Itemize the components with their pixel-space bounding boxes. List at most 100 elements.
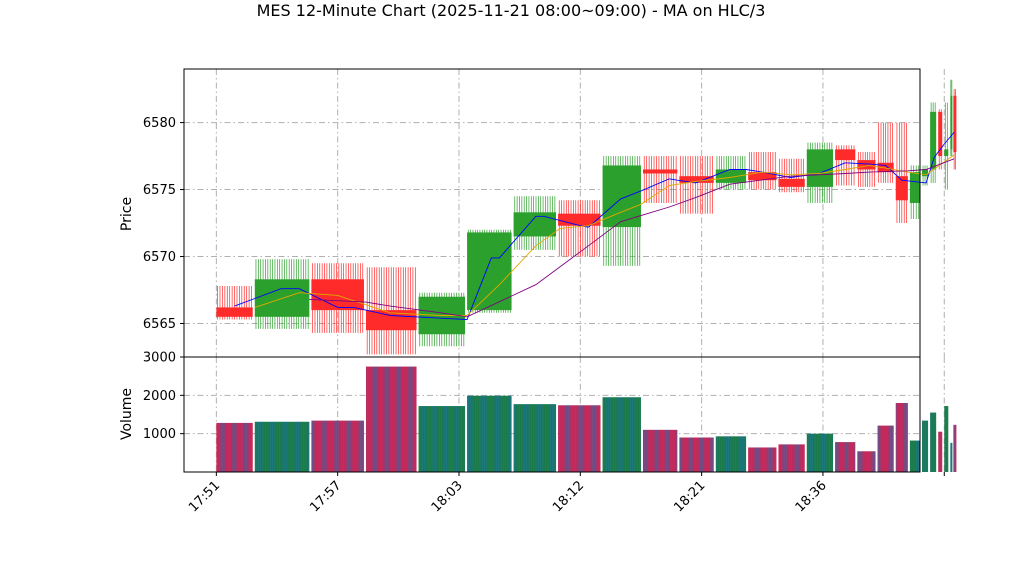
volume-bar <box>857 451 876 472</box>
x-tick-label: 17:51 <box>186 478 223 515</box>
volume-bar <box>254 421 310 472</box>
x-tick-label: 17:57 <box>307 478 344 515</box>
candle-up <box>254 259 310 329</box>
candle-body <box>953 95 957 153</box>
x-tick-label: 18:21 <box>671 478 708 515</box>
candle-down <box>365 267 417 355</box>
volume-bar-fill <box>953 424 957 472</box>
candle-body <box>558 213 601 226</box>
volume-bar-fill <box>909 440 920 472</box>
volume-y-tick-label: 2000 <box>143 389 176 404</box>
price-y-tick-label: 6565 <box>143 317 176 332</box>
price-axis-label: Price <box>119 197 135 231</box>
moving-average-line <box>254 154 955 316</box>
volume-bar <box>938 431 943 472</box>
candle-down <box>835 145 856 186</box>
volume-bar <box>679 437 714 472</box>
candle-body <box>679 176 714 183</box>
candle-down <box>216 286 253 320</box>
candle-body <box>642 169 678 174</box>
moving-average-line <box>309 158 955 318</box>
candle-down <box>938 109 943 170</box>
volume-bar <box>953 424 957 472</box>
volume-plot-frame <box>183 356 921 473</box>
price-marks <box>216 79 957 355</box>
candle-body <box>806 149 834 187</box>
moving-average-lines <box>234 131 955 320</box>
candle-up <box>909 165 920 220</box>
volume-bar <box>950 442 953 472</box>
candle-body <box>950 95 953 150</box>
volume-y-tick-label: 1000 <box>143 427 176 442</box>
candle-body <box>467 232 512 311</box>
volume-bar-fill <box>950 442 953 472</box>
candle-body <box>513 212 557 237</box>
volume-bar-fill <box>857 451 876 472</box>
volume-bar-fill <box>944 406 949 472</box>
candle-up <box>602 156 641 266</box>
volume-bar <box>513 404 557 472</box>
candle-up <box>950 79 953 157</box>
volume-bar-fill <box>748 447 777 472</box>
candle-body <box>857 160 876 170</box>
candle-body <box>748 172 777 181</box>
volume-bar-fill <box>679 437 714 472</box>
candle-up <box>944 102 949 190</box>
volume-bar-fill <box>513 404 557 472</box>
volume-bar <box>835 442 856 472</box>
candle-body <box>778 178 805 187</box>
x-axis-ticks: 17:51 17:57 18:03 18:12 18:21 18:36 <box>186 472 945 515</box>
price-y-ticks: 6565 6570 6575 6580 <box>143 116 184 332</box>
volume-bar <box>715 436 747 472</box>
price-y-tick-label: 6575 <box>143 183 176 198</box>
volume-bar-fill <box>642 429 678 472</box>
candle-body <box>938 111 943 157</box>
volume-bar <box>365 366 417 472</box>
candle-body <box>311 279 364 311</box>
candle-down <box>857 152 876 187</box>
volume-bar <box>748 447 777 472</box>
candle-down <box>877 122 894 183</box>
candle-body <box>909 172 920 203</box>
volume-bar <box>806 433 834 472</box>
candle-up <box>513 196 557 250</box>
volume-bar <box>877 425 894 472</box>
volume-y-tick-label: 3000 <box>143 351 176 366</box>
x-tick-label: 18:36 <box>793 478 830 515</box>
candle-body <box>715 169 747 183</box>
volume-bar <box>930 412 937 472</box>
volume-y-ticks: 1000 2000 3000 <box>143 351 184 442</box>
moving-average-line <box>234 131 955 320</box>
volume-bar <box>216 422 253 472</box>
candle-down <box>311 263 364 333</box>
volume-bar <box>602 397 641 472</box>
volume-bar <box>944 406 949 472</box>
volume-bar <box>467 395 512 472</box>
candle-body <box>216 307 253 317</box>
volume-bar <box>558 405 601 472</box>
candle-body <box>877 162 894 173</box>
price-panel: 6565 6570 6575 6580 Price <box>119 68 957 358</box>
candle-body <box>835 149 856 161</box>
chart-title: MES 12-Minute Chart (2025-11-21 08:00~09… <box>257 1 766 20</box>
volume-bar-fill <box>602 397 641 472</box>
candle-body <box>930 111 937 170</box>
volume-axis-label: Volume <box>119 388 135 440</box>
volume-panel: 1000 2000 3000 Volume <box>119 351 957 473</box>
volume-bar <box>895 403 908 472</box>
volume-bar <box>642 429 678 472</box>
volume-bar <box>778 444 805 472</box>
price-y-tick-label: 6580 <box>143 116 176 131</box>
volume-bar-fill <box>558 405 601 472</box>
volume-bar <box>922 420 929 472</box>
price-y-tick-label: 6570 <box>143 250 176 265</box>
candle-body <box>922 169 929 177</box>
volume-bar-fill <box>835 442 856 472</box>
x-tick-label: 18:03 <box>429 478 466 515</box>
candle-down <box>953 89 957 170</box>
candle-body <box>895 176 908 201</box>
candle-down <box>895 122 908 224</box>
volume-bar-fill <box>938 431 943 472</box>
x-tick-label: 18:12 <box>550 478 587 515</box>
